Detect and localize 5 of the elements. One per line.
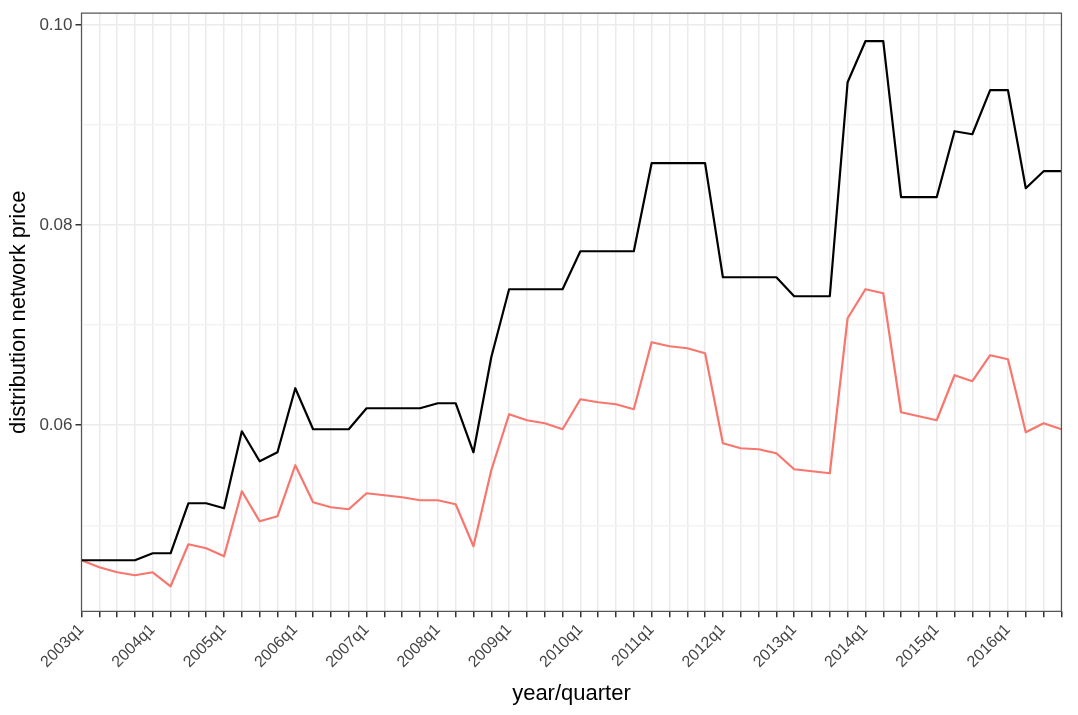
x-axis-title: year/quarter	[512, 679, 631, 705]
y-tick-label: 0.08	[39, 214, 73, 234]
y-axis-title: distribution network price	[5, 190, 31, 434]
y-tick-label: 0.06	[39, 414, 73, 434]
y-tick-label: 0.10	[39, 14, 73, 34]
